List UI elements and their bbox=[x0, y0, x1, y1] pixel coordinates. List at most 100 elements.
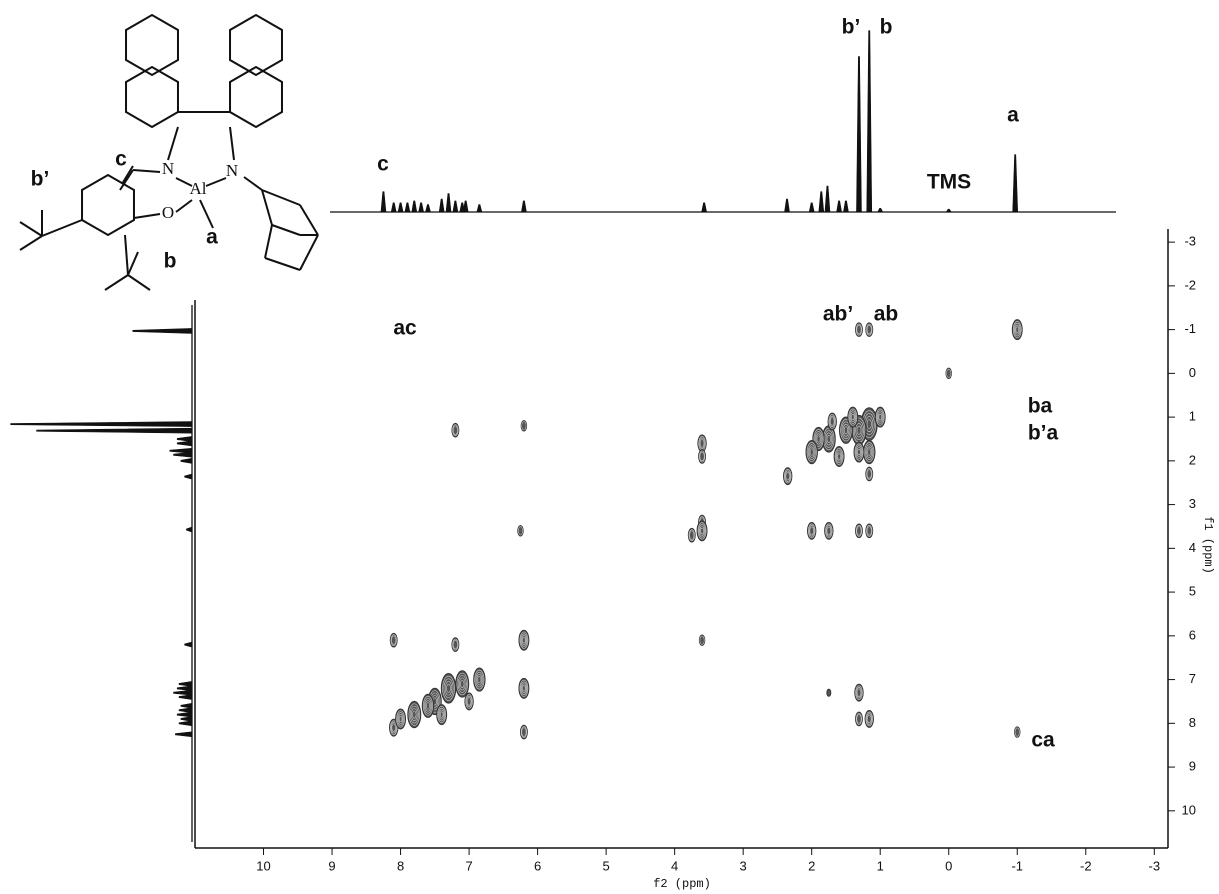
contour bbox=[699, 451, 705, 462]
cross-peak bbox=[407, 700, 422, 729]
contour bbox=[854, 420, 864, 441]
y-tick-label: 4 bbox=[1189, 540, 1196, 555]
y-tick-label: 3 bbox=[1189, 496, 1196, 511]
contour bbox=[438, 707, 446, 722]
bond bbox=[19, 235, 43, 251]
contour bbox=[855, 524, 863, 537]
x-tick-label: 1 bbox=[877, 858, 884, 873]
contour bbox=[391, 723, 396, 732]
contour bbox=[850, 412, 856, 423]
f2-peak bbox=[836, 200, 842, 213]
f1-peak bbox=[180, 716, 193, 722]
x-tick-label: -1 bbox=[1011, 858, 1023, 873]
contour bbox=[521, 635, 527, 646]
f1-peak bbox=[176, 711, 193, 718]
bond bbox=[124, 234, 129, 276]
cross-peak bbox=[464, 692, 474, 711]
contour bbox=[700, 527, 704, 534]
contour bbox=[867, 714, 872, 724]
f2-peak bbox=[438, 198, 445, 213]
y-tick-label: -3 bbox=[1184, 234, 1196, 249]
x-tick-label: 8 bbox=[397, 858, 404, 873]
contour bbox=[699, 525, 705, 536]
x-tick-label: 4 bbox=[671, 858, 678, 873]
cross-peak bbox=[783, 467, 793, 486]
atom-label: N bbox=[162, 159, 174, 178]
contour bbox=[855, 685, 863, 700]
contour bbox=[521, 683, 527, 694]
contour bbox=[826, 526, 832, 536]
contour bbox=[843, 426, 849, 435]
bond bbox=[121, 165, 134, 185]
bond bbox=[199, 199, 214, 229]
cross-peak bbox=[855, 523, 863, 539]
y-tick-label: 10 bbox=[1182, 802, 1196, 817]
contour bbox=[875, 408, 885, 426]
contour bbox=[520, 681, 528, 696]
contour bbox=[1012, 321, 1022, 339]
contour bbox=[813, 429, 824, 449]
contour bbox=[698, 450, 706, 463]
f2-peak bbox=[1012, 154, 1019, 213]
contour bbox=[837, 453, 841, 460]
ring bbox=[125, 65, 179, 129]
contour bbox=[866, 419, 872, 429]
peak-label: c bbox=[377, 153, 389, 176]
cross-peak bbox=[520, 420, 528, 432]
contour bbox=[457, 675, 467, 693]
bond bbox=[261, 189, 301, 206]
contour bbox=[411, 708, 418, 721]
contour bbox=[848, 408, 858, 426]
f1-peak bbox=[169, 447, 193, 454]
contour bbox=[426, 702, 430, 710]
contour bbox=[408, 703, 420, 726]
contour bbox=[440, 673, 457, 704]
contour bbox=[473, 667, 486, 692]
y-tick-label: 6 bbox=[1189, 627, 1196, 642]
bond bbox=[132, 169, 161, 173]
f1-peak bbox=[10, 421, 193, 427]
contour bbox=[856, 425, 862, 435]
cross-peak bbox=[517, 525, 524, 537]
contour bbox=[867, 448, 872, 456]
bond bbox=[299, 234, 319, 271]
contour bbox=[857, 449, 861, 456]
contour bbox=[807, 523, 816, 539]
cross-peak bbox=[451, 422, 460, 438]
bond bbox=[19, 221, 43, 237]
f2-peak bbox=[452, 200, 459, 213]
molecule: N N Al Oc b’ a b bbox=[19, 13, 319, 291]
contour bbox=[458, 677, 466, 691]
f1-peak bbox=[176, 436, 193, 442]
f2-peak bbox=[843, 200, 849, 213]
contour bbox=[407, 700, 422, 729]
contour bbox=[696, 520, 708, 542]
contour bbox=[476, 673, 483, 686]
contour bbox=[815, 433, 822, 445]
contour bbox=[830, 417, 835, 426]
x-tick-label: 7 bbox=[465, 858, 472, 873]
cross-peak bbox=[696, 520, 708, 542]
contour bbox=[826, 434, 831, 443]
f2-peak bbox=[390, 202, 397, 213]
bond bbox=[41, 219, 83, 237]
contour bbox=[853, 441, 865, 463]
contour bbox=[1014, 324, 1020, 335]
atom-label: O bbox=[162, 203, 174, 222]
bond bbox=[175, 177, 193, 187]
peak-label: TMS bbox=[927, 171, 971, 194]
contour bbox=[522, 637, 526, 644]
f1-peak bbox=[178, 707, 193, 714]
x-tick-label: 5 bbox=[603, 858, 610, 873]
contour bbox=[455, 670, 470, 698]
contour bbox=[390, 722, 397, 734]
cross-peak bbox=[389, 632, 398, 648]
contour bbox=[828, 414, 836, 429]
contour bbox=[452, 424, 459, 437]
contour bbox=[443, 678, 454, 699]
contour bbox=[1015, 326, 1019, 333]
contour bbox=[866, 526, 872, 536]
atom-label: Al bbox=[190, 179, 207, 198]
cross-peak bbox=[1011, 319, 1023, 341]
bond bbox=[119, 169, 134, 191]
